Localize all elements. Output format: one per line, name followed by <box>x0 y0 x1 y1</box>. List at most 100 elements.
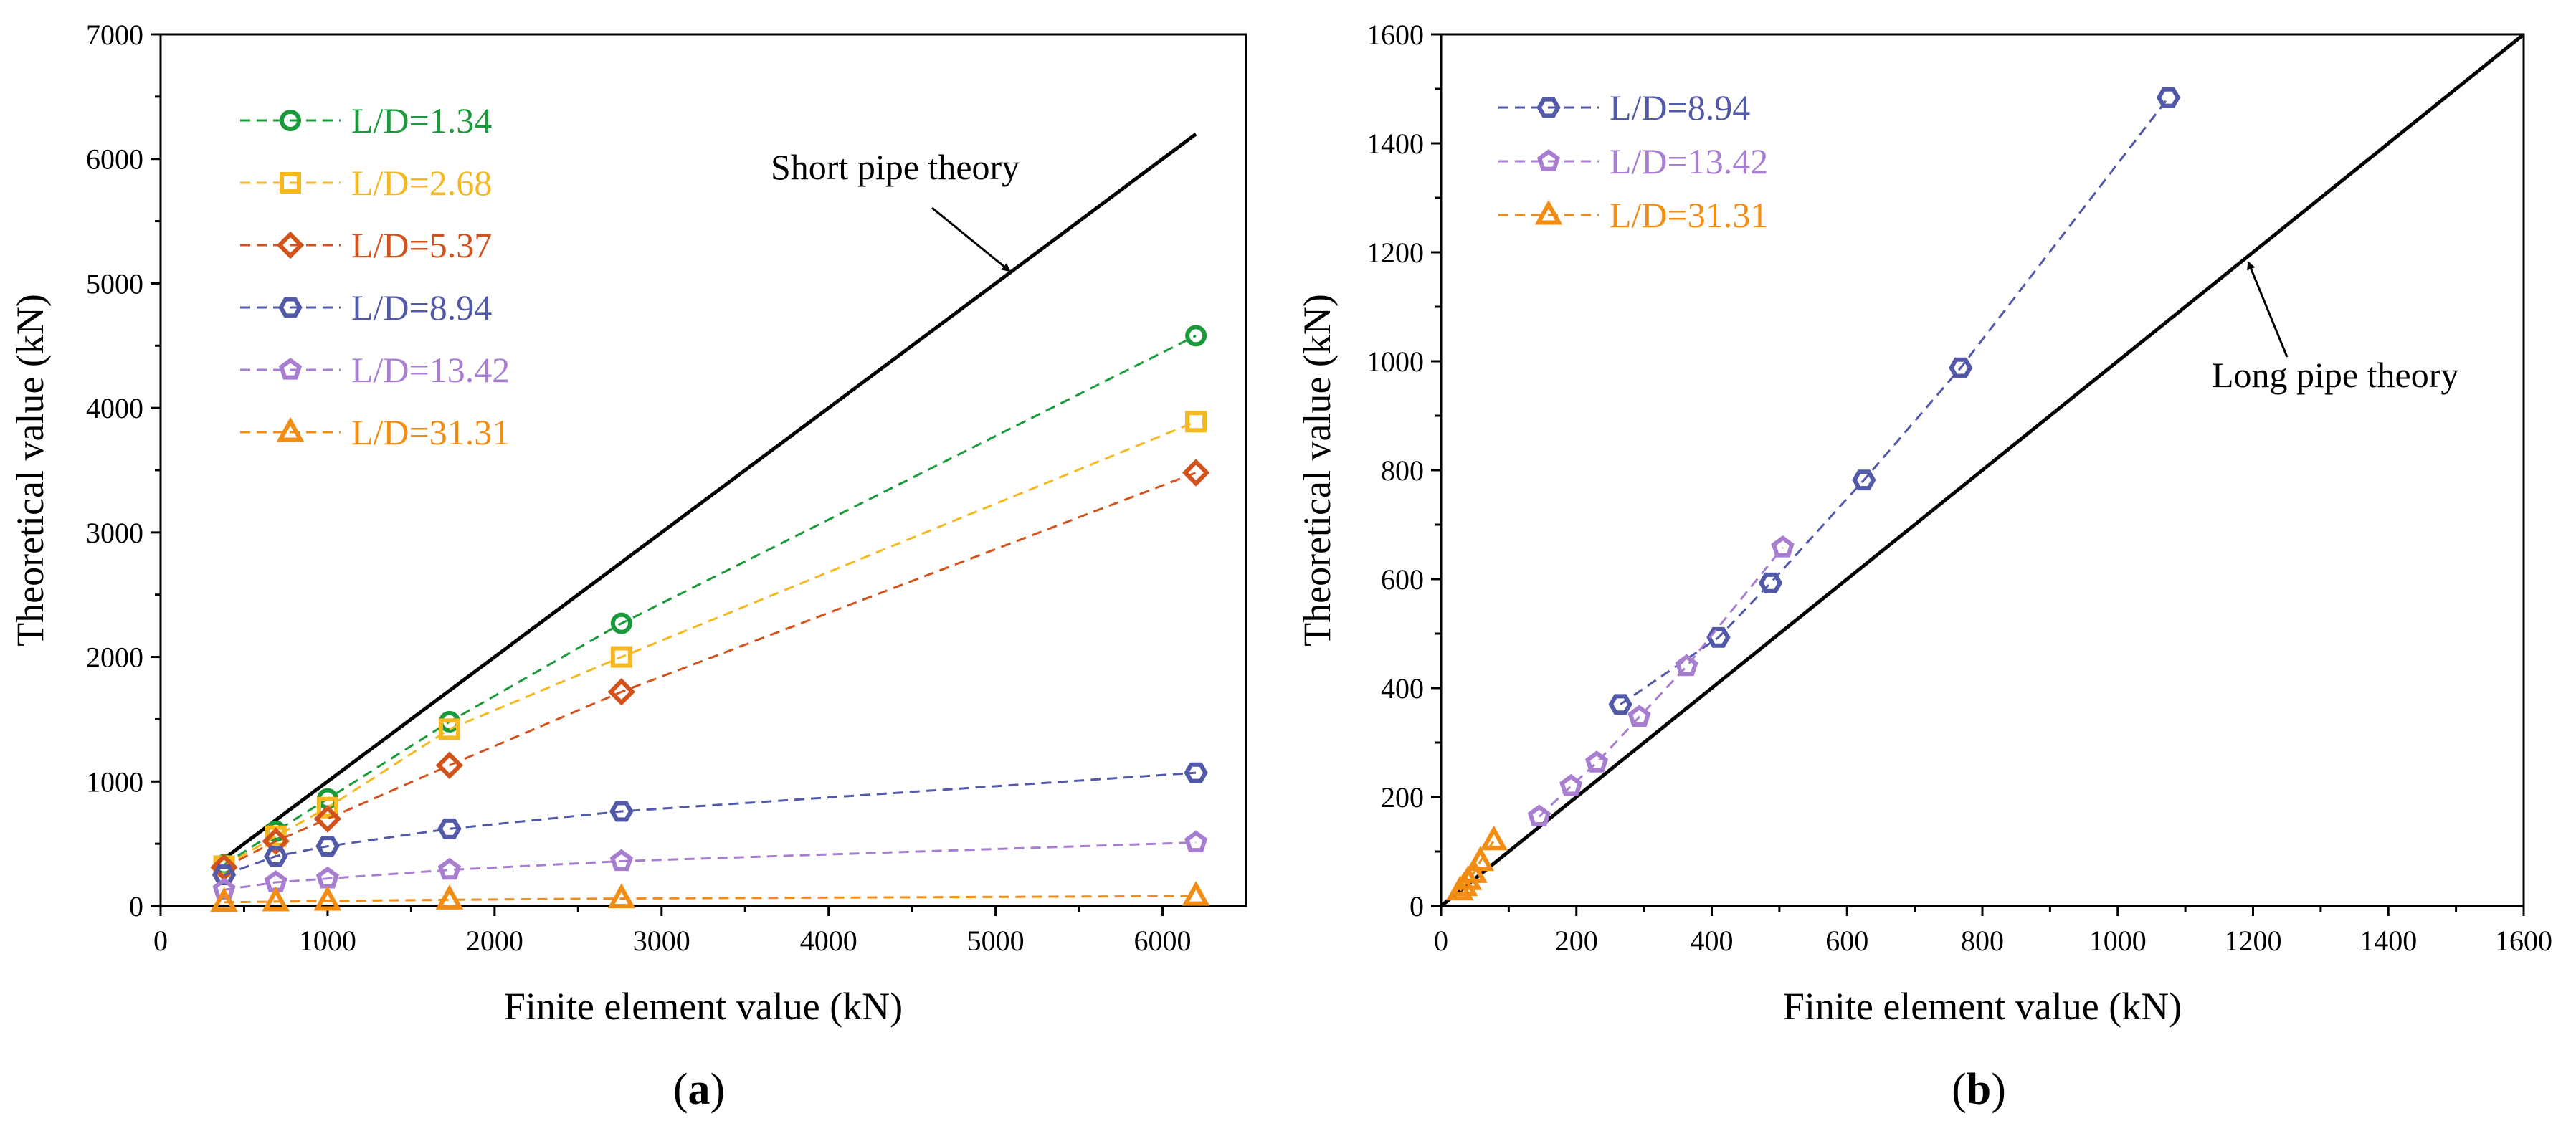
annotation-arrow <box>2247 261 2289 358</box>
data-point <box>1627 705 1651 727</box>
legend-entry: L/D=2.68 <box>240 163 492 203</box>
series-L/D=1.34 <box>213 325 1207 876</box>
data-point <box>1584 750 1609 773</box>
data-point <box>1949 357 1973 378</box>
data-point <box>607 883 636 909</box>
y-tick-label: 6000 <box>86 143 143 176</box>
data-point <box>262 827 290 855</box>
series-L/D=13.42 <box>212 830 1208 900</box>
data-point <box>609 849 633 872</box>
x-tick-label: 1600 <box>2495 925 2552 957</box>
data-point <box>435 884 464 910</box>
series-line <box>224 771 1197 876</box>
legend-entry: L/D=13.42 <box>240 350 510 390</box>
data-point <box>1675 654 1698 677</box>
legend-entry: L/D=5.37 <box>240 225 492 265</box>
series-line <box>224 841 1197 891</box>
x-tick-label: 0 <box>1434 925 1448 957</box>
x-axis-title: Finite element value (kN) <box>1783 985 2182 1028</box>
x-tick-label: 6000 <box>1134 925 1192 957</box>
data-point <box>1480 825 1508 851</box>
x-tick-label: 0 <box>153 925 168 957</box>
data-point <box>1185 325 1207 347</box>
series-line <box>223 472 1197 869</box>
legend-label: L/D=31.31 <box>1610 195 1768 235</box>
legend-label: L/D=2.68 <box>351 163 492 203</box>
data-point <box>610 646 632 668</box>
legend-entry: L/D=8.94 <box>1498 87 1750 128</box>
legend-label: L/D=31.31 <box>351 412 510 452</box>
legend-marker <box>280 172 301 194</box>
data-point <box>313 885 342 911</box>
legend-entry: L/D=13.42 <box>1498 141 1768 181</box>
data-point <box>610 612 632 634</box>
data-point <box>212 877 236 900</box>
chart-panel-b: 0 200 400 600 800 1000 1200 1400 1600 0 200 400 600 8… <box>1296 19 2552 1114</box>
data-point <box>1184 830 1208 853</box>
y-axis-title: Theoretical value (kN) <box>1296 294 1339 647</box>
data-point <box>315 836 340 857</box>
data-point <box>1706 626 1731 648</box>
y-tick-label: 1000 <box>1367 345 1424 378</box>
data-point <box>262 886 290 912</box>
y-tick-label: 800 <box>1381 454 1424 487</box>
legend-label: L/D=8.94 <box>351 287 492 328</box>
legend-marker <box>1536 149 1561 171</box>
x-tick-label: 1000 <box>2089 925 2147 957</box>
x-tick-label: 600 <box>1825 925 1868 957</box>
data-point <box>1852 469 1876 491</box>
y-tick-label: 400 <box>1381 672 1424 705</box>
series-line <box>224 895 1197 904</box>
x-tick-label: 400 <box>1691 925 1734 957</box>
data-point <box>1185 411 1207 433</box>
y-tick-label: 200 <box>1381 781 1424 814</box>
theory-line <box>1440 33 2525 907</box>
series-L/D=8.94 <box>1608 87 2181 715</box>
theory-annotation: Long pipe theory <box>2212 355 2458 395</box>
y-tick-label: 4000 <box>86 392 143 424</box>
data-point <box>1559 773 1583 796</box>
legend-marker <box>278 297 303 318</box>
x-axis-title: Finite element value (kN) <box>504 985 903 1028</box>
legend-marker <box>280 110 301 131</box>
data-point <box>437 818 462 839</box>
y-tick-label: 1200 <box>1367 237 1424 269</box>
series-L/D=13.42 <box>1527 535 1795 827</box>
data-point <box>435 751 464 779</box>
series-L/D=8.94 <box>212 762 1208 886</box>
data-point <box>1466 846 1495 872</box>
x-tick-label: 200 <box>1555 925 1598 957</box>
chart-panel-a: 0 1000 2000 3000 4000 5000 6000 0 1000 2000 3000 40… <box>9 19 1247 1114</box>
legend-marker <box>276 231 305 259</box>
data-point <box>437 857 462 880</box>
annotation-arrow <box>931 206 1011 272</box>
y-tick-label: 600 <box>1381 563 1424 596</box>
series-line <box>223 420 1197 867</box>
legend-marker <box>1534 199 1563 225</box>
series-L/D=31.31 <box>1446 825 1508 901</box>
y-tick-label: 1400 <box>1367 128 1424 160</box>
legend-marker <box>276 416 305 442</box>
data-point <box>1608 694 1632 715</box>
x-tick-label: 1000 <box>299 925 356 957</box>
data-point <box>607 677 636 706</box>
x-tick-label: 5000 <box>967 925 1025 957</box>
series-L/D=5.37 <box>210 459 1210 882</box>
x-tick-label: 1200 <box>2225 925 2282 957</box>
data-point <box>609 801 634 822</box>
y-tick-label: 3000 <box>86 517 143 549</box>
legend-marker <box>1536 97 1561 118</box>
y-tick-label: 1000 <box>86 765 143 798</box>
legend-label: L/D=8.94 <box>1610 87 1750 128</box>
y-tick-label: 2000 <box>86 641 143 674</box>
x-tick-label: 2000 <box>466 925 523 957</box>
y-axis-title: Theoretical value (kN) <box>9 294 52 647</box>
data-point <box>1459 858 1488 883</box>
y-tick-label: 0 <box>1410 890 1424 922</box>
x-tick-label: 3000 <box>633 925 690 957</box>
data-point <box>1527 804 1551 827</box>
data-point <box>1182 459 1210 487</box>
series-L/D=2.68 <box>213 411 1207 877</box>
x-tick-label: 800 <box>1961 925 2004 957</box>
data-point <box>438 718 460 740</box>
